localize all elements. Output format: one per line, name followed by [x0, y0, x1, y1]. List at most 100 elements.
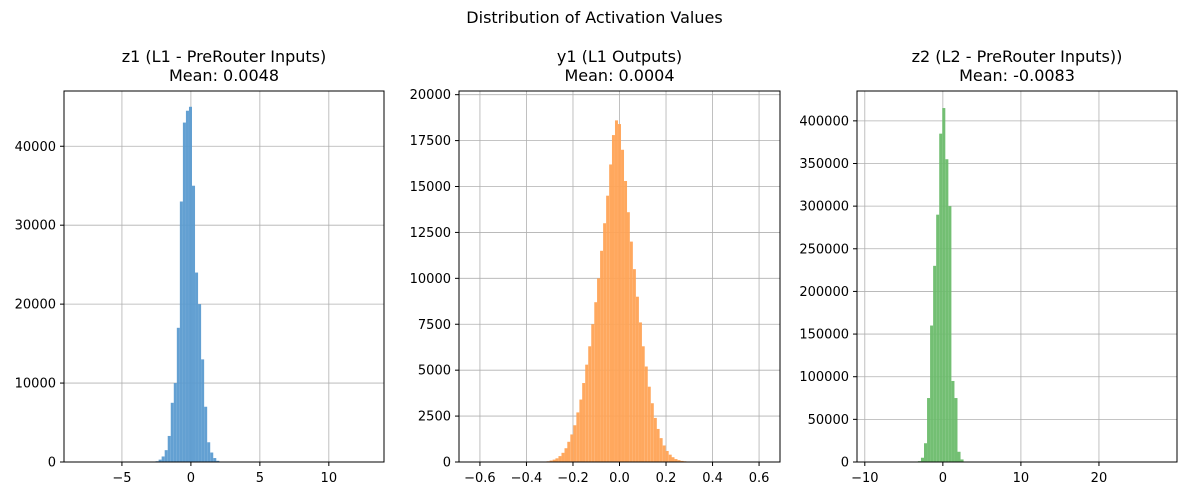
- histogram-bar: [635, 296, 639, 462]
- x-tick-label: −0.6: [464, 471, 496, 486]
- histogram-bar: [939, 133, 943, 462]
- histogram-bar: [624, 180, 628, 462]
- histogram-bar: [659, 438, 663, 462]
- histogram-bar: [621, 149, 625, 462]
- histogram-bar: [188, 106, 192, 462]
- histogram-bar: [158, 459, 162, 462]
- histogram-bar: [594, 302, 598, 462]
- histogram-bar: [606, 195, 610, 463]
- x-tick-label: 0.0: [609, 471, 630, 486]
- histogram-bar: [680, 460, 684, 462]
- histogram-bar: [600, 250, 604, 462]
- histogram-bar: [549, 460, 553, 462]
- histogram-bar: [567, 441, 571, 462]
- histogram-bar: [576, 412, 580, 462]
- y-tick-label: 30000: [15, 219, 56, 234]
- histogram-bar: [201, 359, 205, 462]
- histogram-bar: [195, 272, 199, 462]
- y-tick-label: 20000: [15, 298, 56, 313]
- histogram-bar: [609, 164, 613, 463]
- histogram-bar: [650, 403, 654, 462]
- histogram-bar: [579, 399, 583, 462]
- histogram-bar: [671, 457, 675, 462]
- histogram-bar: [668, 454, 672, 462]
- histogram-bar: [573, 425, 577, 462]
- y-tick-label: 17500: [410, 134, 451, 149]
- histogram-bar: [954, 398, 958, 462]
- histogram-bar: [564, 448, 568, 462]
- histogram-bar: [629, 241, 633, 462]
- subplot-2: −0.6 −0.4 −0.2 0.0 0.2 0.4 0.6 0 2500 5000 7500 100…: [410, 47, 781, 486]
- y-tick-label: 0: [841, 456, 849, 471]
- y-tick-label: 2500: [418, 410, 451, 425]
- histogram-bar: [948, 206, 952, 462]
- histogram-bar: [207, 442, 211, 462]
- histogram-bar: [618, 124, 621, 463]
- histogram-bar: [170, 402, 174, 462]
- subplot-mean-label: Mean: 0.0004: [564, 66, 674, 85]
- x-tick-label: 0: [939, 471, 947, 486]
- axes-frame: [63, 90, 385, 463]
- y-tick-label: 12500: [410, 226, 451, 241]
- histogram-bar: [638, 322, 642, 462]
- y-tick-label: 350000: [799, 157, 849, 172]
- histogram-bar: [185, 110, 189, 462]
- histogram-bar: [603, 223, 607, 462]
- subplot-title: z2 (L2 - PreRouter Inputs)): [912, 47, 1123, 66]
- y-tick-label: 200000: [799, 285, 849, 300]
- histogram-bar: [591, 324, 595, 462]
- y-tick-label: 0: [48, 456, 56, 471]
- histogram-bar: [161, 456, 165, 462]
- subplot-mean-label: Mean: 0.0048: [169, 66, 279, 85]
- histogram-bar: [656, 428, 660, 462]
- y-tick-label: 20000: [410, 88, 451, 103]
- histogram-bar: [198, 304, 202, 462]
- histogram-bar: [653, 417, 657, 462]
- y-tick-label: 10000: [15, 377, 56, 392]
- axes-frame: [856, 90, 1178, 463]
- y-tick-label: 50000: [808, 413, 849, 428]
- y-tick-label: 0: [443, 456, 451, 471]
- histogram-bar: [179, 201, 183, 463]
- histogram-bar: [167, 435, 171, 462]
- histogram-bar: [644, 366, 648, 462]
- y-tick-label: 250000: [799, 242, 849, 257]
- histogram-bar: [960, 459, 964, 462]
- histogram-bar: [204, 406, 208, 462]
- histogram-bar: [570, 434, 574, 462]
- histogram-bar: [924, 443, 928, 462]
- x-tick-label: 0.4: [702, 471, 723, 486]
- y-tick-label: 40000: [15, 140, 56, 155]
- histogram-bar: [936, 214, 940, 462]
- histogram-bar: [632, 269, 636, 462]
- x-tick-label: 0.2: [656, 471, 677, 486]
- subplot-3: −10 0 10 2005000010000015000020000025000030…: [799, 47, 1178, 486]
- histogram-bar: [920, 457, 925, 462]
- histogram-bar: [677, 460, 681, 462]
- histogram-bar: [945, 159, 949, 462]
- y-tick-label: 300000: [799, 200, 849, 215]
- histogram-bar: [585, 364, 589, 462]
- histogram-bar: [927, 398, 931, 462]
- histogram-bar: [182, 122, 186, 463]
- histogram-bar: [674, 459, 678, 462]
- histogram-bar: [558, 456, 562, 462]
- subplot-title: y1 (L1 Outputs): [557, 47, 682, 66]
- histogram-bar: [597, 278, 601, 462]
- x-tick-label: 5: [256, 471, 264, 486]
- subplot-1: −5 0 5 10 0 10000 20000 30000 40000 z1 (L1 - PreR…: [15, 47, 385, 486]
- histogram-bar: [588, 346, 592, 462]
- x-tick-label: −0.2: [557, 471, 589, 486]
- histogram-bar: [552, 459, 556, 462]
- histogram-bar: [210, 452, 214, 462]
- x-tick-label: 10: [321, 471, 338, 486]
- x-tick-label: 0.6: [749, 471, 770, 486]
- histogram-bar: [614, 120, 618, 462]
- histogram-bar: [582, 383, 586, 462]
- histogram-bar: [957, 451, 961, 462]
- histogram-bar: [647, 386, 651, 462]
- y-tick-label: 5000: [418, 364, 451, 379]
- histogram-bar: [555, 458, 559, 462]
- y-tick-label: 100000: [799, 370, 849, 385]
